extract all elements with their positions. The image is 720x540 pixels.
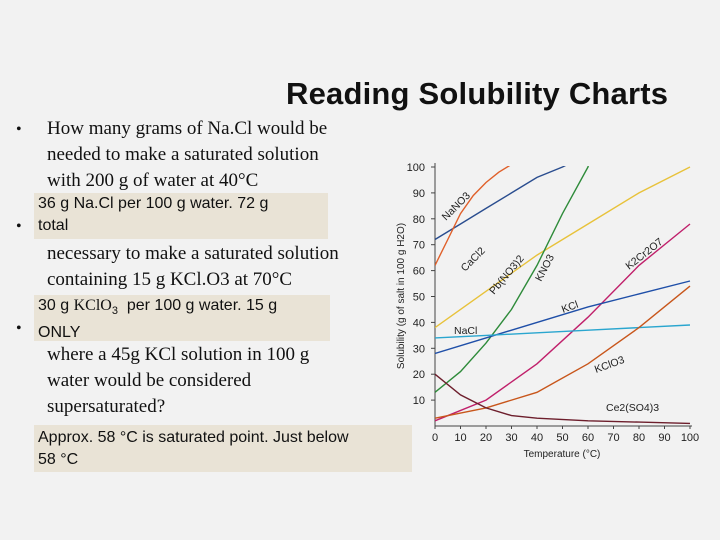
y-tick-label: 60 [413, 266, 425, 278]
series-line-ce2so43 [435, 373, 691, 425]
x-tick-label: 0 [432, 432, 438, 444]
y-tick-label: 10 [413, 395, 425, 407]
x-tick-label: 30 [505, 432, 517, 444]
x-tick-label: 80 [633, 432, 645, 444]
x-tick-label: 70 [607, 432, 619, 444]
bullet-3: • [16, 320, 22, 337]
y-tick-label: 30 [413, 343, 425, 355]
y-tick-label: 90 [413, 188, 425, 200]
series-line-k2cr2o7 [435, 223, 691, 422]
y-tick-label: 100 [407, 162, 425, 174]
bullet-2: • [16, 218, 22, 235]
x-tick-label: 50 [556, 432, 568, 444]
question-3: where a 45g KCl solution in 100 g water … [47, 342, 377, 420]
answer-2-line: ONLY [38, 324, 81, 342]
series-line-pbno32 [435, 166, 691, 329]
slide-title: Reading Solubility Charts [286, 76, 669, 111]
x-axis-label: Temperature (°C) [524, 449, 601, 460]
y-tick-label: 20 [413, 369, 425, 381]
question-1-line: How many grams of Na.Cl would be [47, 118, 328, 139]
answer-1-line: 36 g Na.Cl per 100 g water. 72 g [38, 195, 269, 212]
curve-label-kno3: KNO3 [533, 252, 557, 283]
curve-label-nano3: NaNO3 [440, 190, 473, 223]
answer-2-prefix: 30 g [38, 297, 74, 314]
curve-label-kclo3: KClO3 [593, 354, 626, 376]
y-tick-label: 80 [413, 214, 425, 226]
series-line-nacl [435, 324, 691, 339]
question-2-line: necessary to make a saturated solution [47, 243, 339, 264]
answer-2-line: 30 g KClO3 per 100 g water. 15 g [38, 295, 326, 322]
question-3-line: supersaturated? [47, 396, 166, 417]
x-tick-label: 40 [531, 432, 543, 444]
curve-label-nacl: NaCl [454, 325, 477, 337]
answer-1-box: 36 g Na.Cl per 100 g water. 72 g total [34, 193, 328, 239]
y-tick-label: 40 [413, 317, 425, 329]
x-tick-label: 60 [582, 432, 594, 444]
series-line-nano3 [435, 166, 567, 241]
question-3-line: water would be considered [47, 370, 252, 391]
question-1-line: needed to make a saturated solution [47, 144, 319, 165]
bullet-1: • [16, 121, 22, 138]
series-line-kno3 [435, 166, 589, 393]
answer-2-formula: KClO [73, 297, 112, 314]
series-line-cacl2 [435, 166, 511, 266]
curve-label-pbno32: Pb(NO3)2 [487, 253, 527, 297]
answer-3-line: 58 °C [38, 451, 79, 468]
series-line-kcl [435, 280, 691, 355]
question-1: How many grams of Na.Cl would be needed … [47, 116, 377, 194]
curve-label-cacl2: CaCl2 [459, 245, 488, 274]
curve-label-kcl: KCl [560, 299, 580, 316]
answer-2-rest: per 100 g water. 15 g [117, 297, 278, 314]
question-2-line: containing 15 g KCl.O3 at 70°C [47, 269, 293, 290]
y-tick-label: 70 [413, 240, 425, 252]
y-tick-label: 50 [413, 292, 425, 304]
y-axis-label: Solubility (g of salt in 100 g H2O) [396, 223, 407, 369]
answer-3-line: Approx. 58 °C is saturated point. Just b… [38, 429, 349, 446]
x-tick-label: 10 [454, 432, 466, 444]
question-1-line: with 200 g of water at 40°C [47, 170, 259, 191]
x-tick-label: 100 [681, 432, 699, 444]
question-2: necessary to make a saturated solution c… [47, 241, 387, 293]
x-tick-label: 20 [480, 432, 492, 444]
curve-label-ce2so43: Ce2(SO4)3 [606, 402, 659, 414]
answer-2-box: 30 g KClO3 per 100 g water. 15 g ONLY [34, 295, 330, 341]
answer-2-subscript: 3 [111, 305, 118, 318]
answer-3-box: Approx. 58 °C is saturated point. Just b… [34, 425, 412, 472]
series-line-kclo3 [435, 285, 691, 419]
curve-label-k2cr2o7: K2Cr2O7 [623, 236, 665, 273]
x-tick-label: 90 [658, 432, 670, 444]
question-3-line: where a 45g KCl solution in 100 g [47, 344, 310, 365]
answer-1-line: total [38, 217, 69, 234]
